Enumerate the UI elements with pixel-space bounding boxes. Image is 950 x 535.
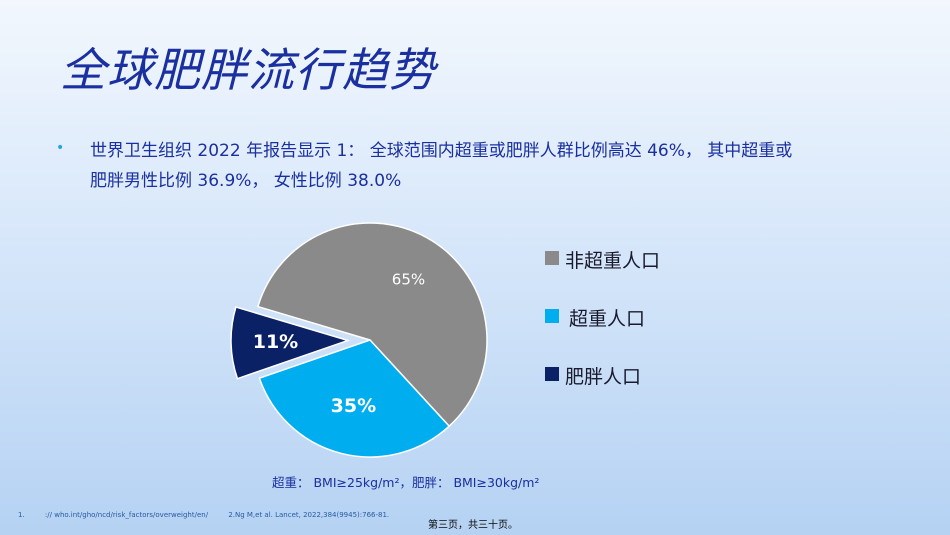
pie-label-non-overweight: 65% (392, 270, 425, 288)
pie-slice-non-overweight (256, 222, 488, 428)
legend-label-non-overweight: 非超重人口 (565, 250, 661, 272)
bullet-line-1: 世界卫生组织 2022 年报告显示 1： 全球范围内超重或肥胖人群比例高达 46… (90, 141, 793, 161)
pie-slice-obese (230, 306, 351, 380)
bullet-text: 世界卫生组织 2022 年报告显示 1： 全球范围内超重或肥胖人群比例高达 46… (90, 136, 906, 196)
bullet-dot-icon: • (56, 140, 65, 156)
footnote-number: 1. (18, 511, 25, 519)
footnote-reference: 2.Ng M,et al. Lancet, 2022,384(9945):766… (228, 511, 390, 519)
footnote-url: :// who.int/gho/ncd/risk_factors/overwei… (44, 511, 209, 519)
legend-label-obese: 肥胖人口 (565, 366, 642, 388)
bullet-point: • 世界卫生组织 2022 年报告显示 1： 全球范围内超重或肥胖人群比例高达 … (56, 136, 906, 196)
legend-swatch-obese (545, 367, 559, 381)
bullet-line-2: 肥胖男性比例 36.9%， 女性比例 38.0% (90, 171, 402, 191)
page-number: 第三页，共三十页。 (428, 520, 518, 531)
legend-swatch-overweight (545, 309, 559, 323)
bmi-definition-note: 超重： BMI≥25kg/m²，肥胖： BMI≥30kg/m² (272, 475, 540, 490)
pie-slice-overweight (258, 339, 451, 458)
legend-swatch-non-overweight (545, 251, 559, 265)
slide-title: 全球肥胖流行趋势 (60, 43, 436, 97)
reference-footnote: 1. :// who.int/gho/ncd/risk_factors/over… (18, 511, 407, 519)
legend-label-overweight: 超重人口 (569, 308, 646, 330)
pie-label-overweight: 35% (331, 395, 376, 417)
pie-label-obese: 11% (253, 331, 298, 353)
